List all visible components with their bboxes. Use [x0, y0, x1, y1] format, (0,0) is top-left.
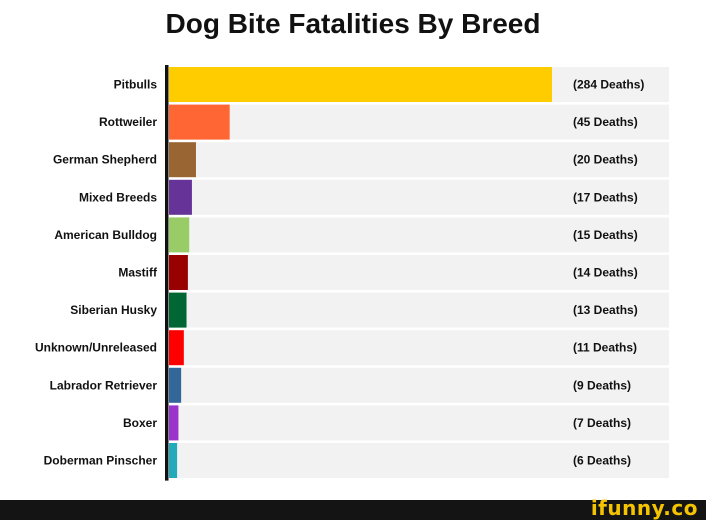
- bar-track: [169, 367, 669, 403]
- value-label: (7 Deaths): [573, 416, 631, 430]
- category-label: American Bulldog: [54, 228, 157, 242]
- bar: [169, 405, 179, 441]
- value-label: (284 Deaths): [573, 78, 644, 92]
- value-label: (9 Deaths): [573, 378, 631, 392]
- bar-track: [169, 292, 669, 328]
- bar: [169, 443, 178, 478]
- y-axis-line: [165, 65, 169, 481]
- value-label: (6 Deaths): [573, 454, 631, 468]
- category-label: Labrador Retriever: [50, 378, 158, 392]
- bar: [169, 142, 196, 178]
- value-label: (15 Deaths): [573, 228, 638, 242]
- category-label: Rottweiler: [99, 115, 157, 129]
- bar-track: [169, 255, 669, 290]
- category-label: Siberian Husky: [70, 303, 157, 317]
- value-label: (13 Deaths): [573, 303, 638, 317]
- bar: [169, 67, 552, 102]
- bar-track: [169, 142, 669, 178]
- bar-track: [169, 330, 669, 366]
- bar: [169, 367, 182, 403]
- chart-title: Dog Bite Fatalities By Breed: [165, 8, 541, 39]
- bar: [169, 292, 187, 328]
- bar-track: [169, 217, 669, 253]
- category-label: Mastiff: [118, 266, 158, 280]
- bar: [169, 217, 190, 253]
- bar-track: [169, 104, 669, 140]
- bar-chart: Pitbulls (284 Deaths) Rottweiler (45 Deaths…: [35, 65, 669, 481]
- category-label: Unknown/Unreleased: [35, 341, 157, 355]
- bar-track: [169, 405, 669, 441]
- value-label: (17 Deaths): [573, 190, 638, 204]
- bar: [169, 330, 184, 366]
- category-label: Boxer: [123, 416, 157, 430]
- value-label: (11 Deaths): [573, 341, 637, 355]
- footer-bar: [0, 500, 706, 520]
- category-label: Pitbulls: [114, 78, 158, 92]
- bar: [169, 104, 230, 140]
- value-label: (45 Deaths): [573, 115, 638, 129]
- watermark-logo: ifunny.co: [590, 496, 698, 520]
- value-label: (20 Deaths): [573, 153, 638, 167]
- bar-track: [169, 443, 669, 478]
- bar: [169, 179, 192, 215]
- category-label: Doberman Pinscher: [44, 454, 158, 468]
- category-label: Mixed Breeds: [79, 190, 157, 204]
- bar: [169, 255, 188, 290]
- value-label: (14 Deaths): [573, 266, 638, 280]
- bar-track: [169, 179, 669, 215]
- category-label: German Shepherd: [53, 153, 157, 167]
